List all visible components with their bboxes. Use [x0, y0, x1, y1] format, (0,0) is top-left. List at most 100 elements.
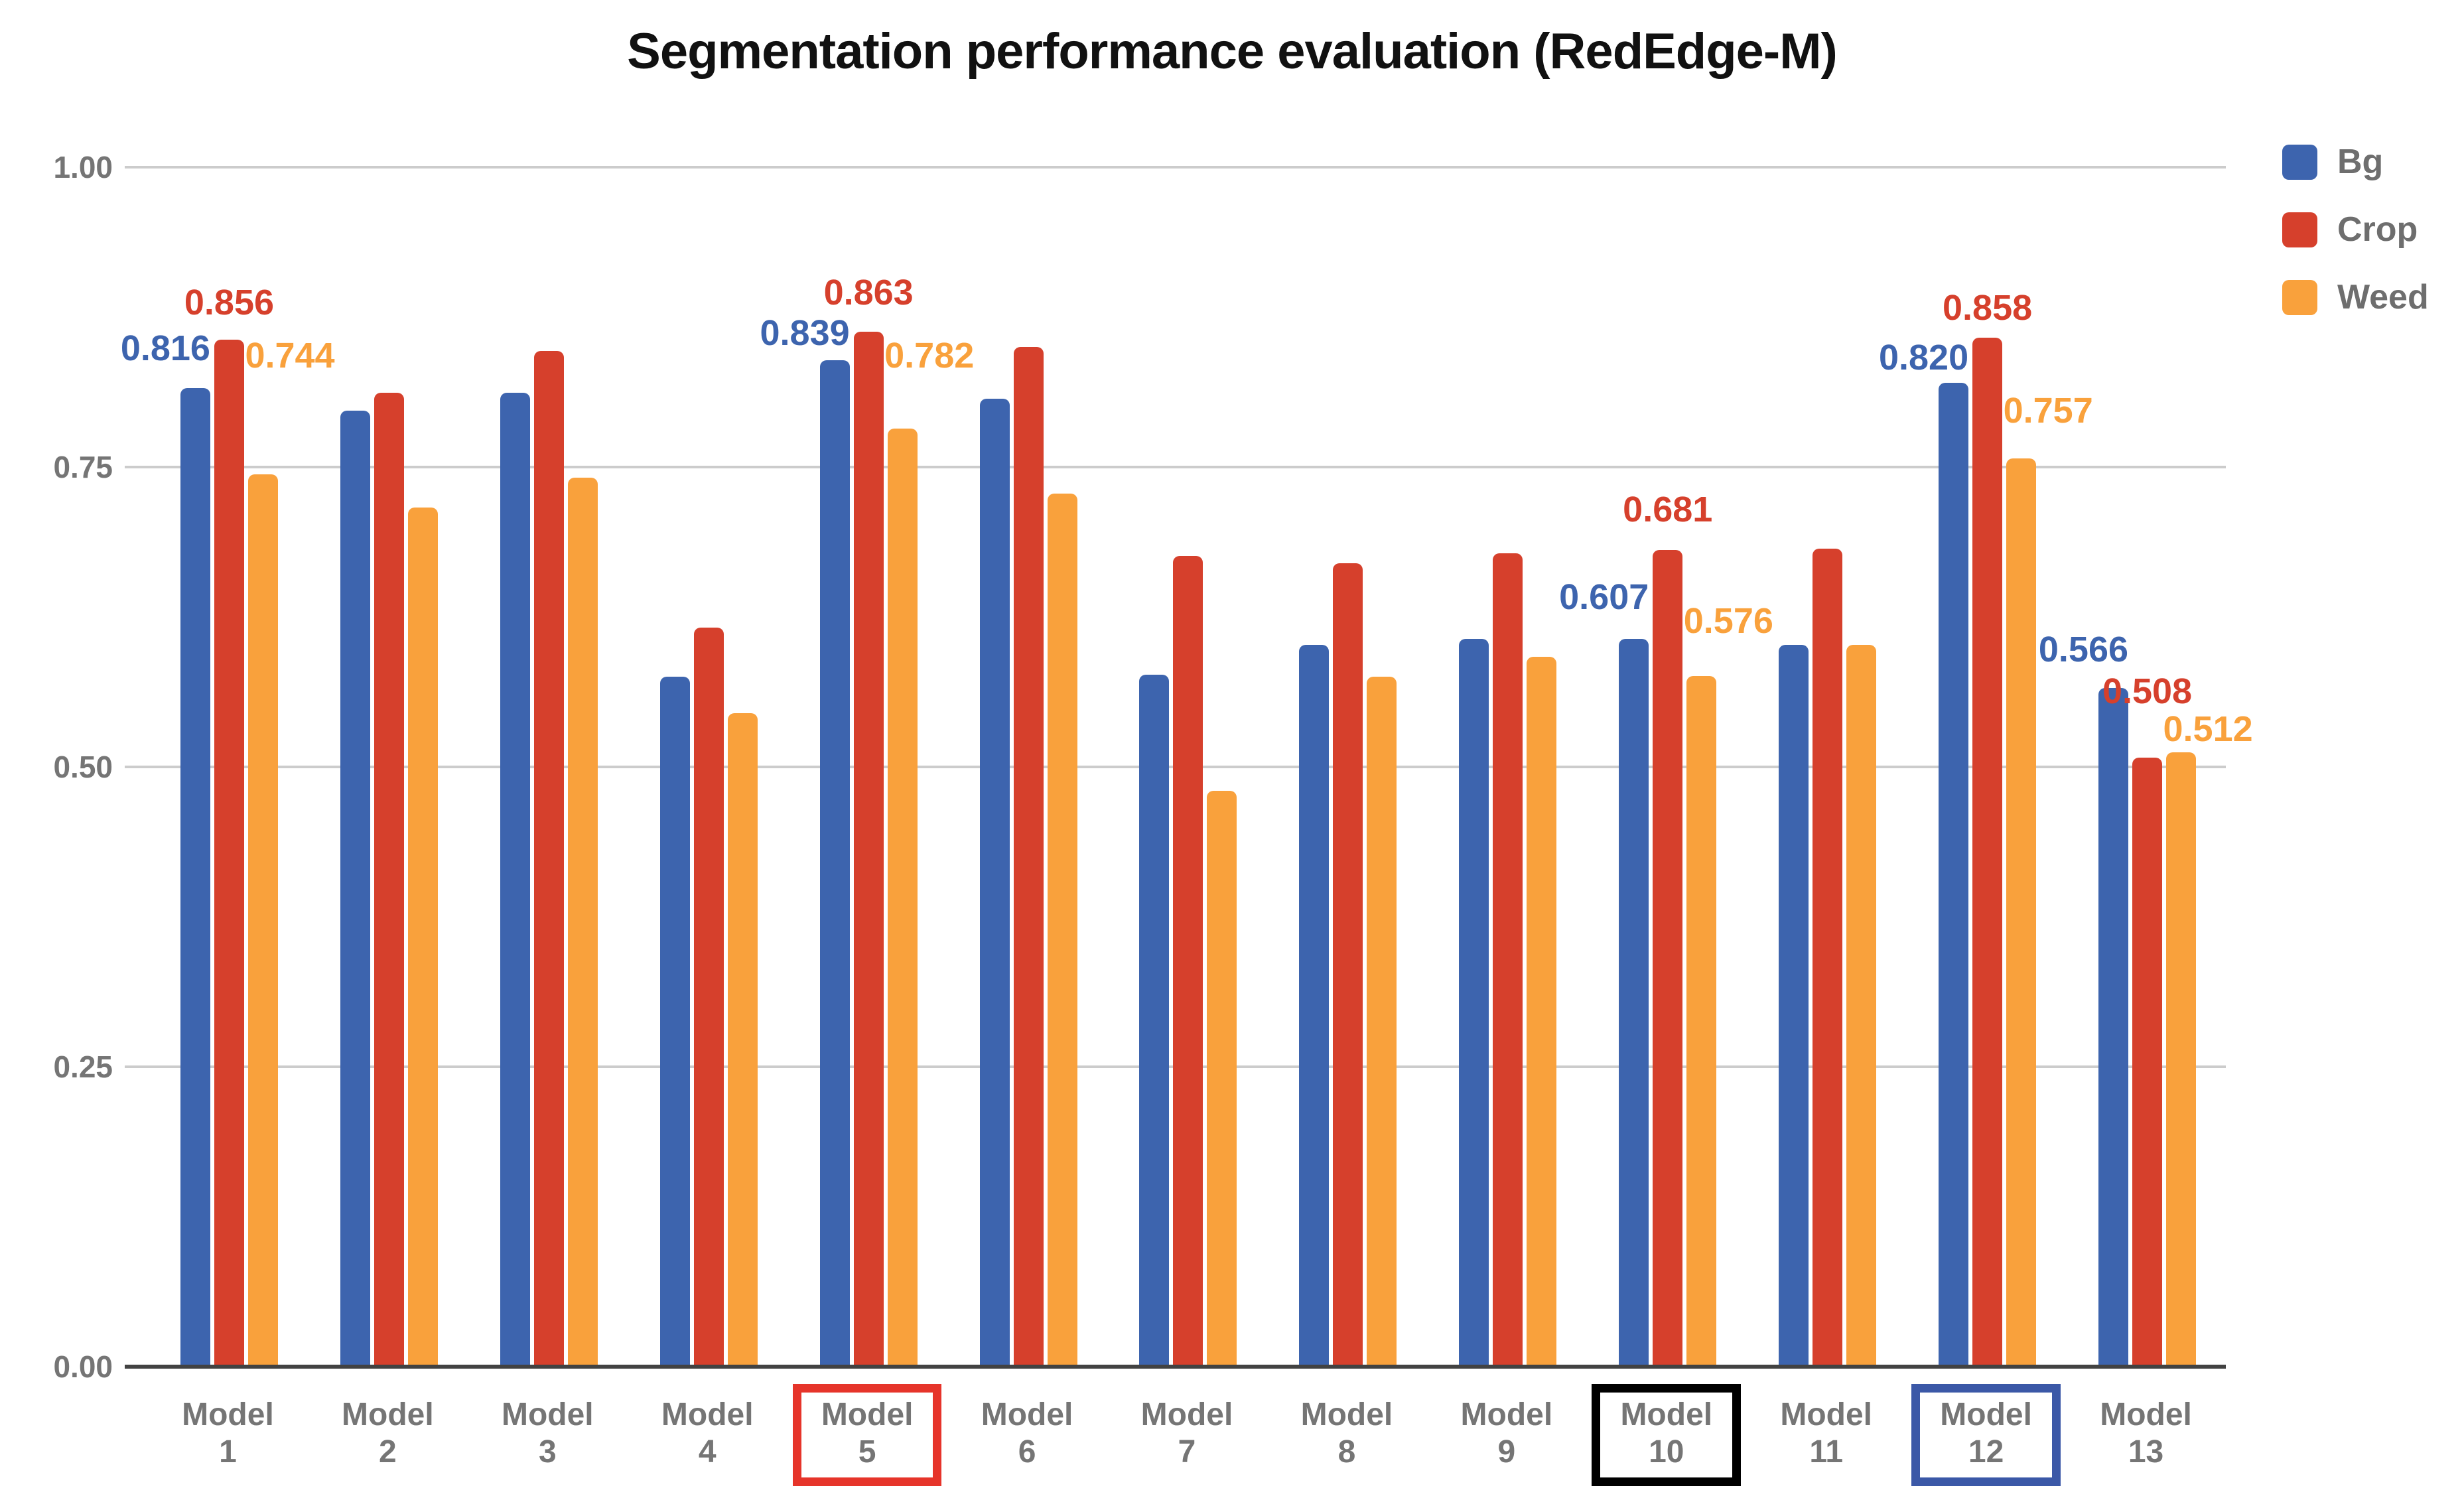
- bar-group-model-13: 0.566 0.508 0.512: [2039, 167, 2253, 1367]
- gridline-0.75: [125, 466, 2226, 468]
- x-label-model-7: Model 7: [1054, 1384, 1320, 1486]
- x-label-model-1: Model 1: [95, 1384, 360, 1486]
- legend-swatch-bg: [2282, 144, 2317, 180]
- bar-groups: 0.816 0.856 0.744 0.839 0.863 0.782 0.607 0.681…: [121, 167, 2253, 1367]
- data-label-weed-model-13: 0.512: [2163, 709, 2253, 750]
- x-label-line1: Model: [981, 1397, 1073, 1432]
- bar-bg-model-4: [659, 677, 690, 1367]
- x-label-line2: 11: [1809, 1434, 1844, 1469]
- bar-weed-model-5: [887, 429, 918, 1367]
- bar-crop-model-5: [853, 331, 884, 1367]
- x-label-line1: Model: [1940, 1397, 2032, 1432]
- data-label-bg-model-12: 0.820: [1878, 338, 1969, 378]
- bar-group-model-6: [947, 167, 1107, 1367]
- x-label-line1: Model: [2100, 1397, 2192, 1432]
- bar-weed-model-13: [2166, 752, 2197, 1367]
- bar-crop-model-6: [1013, 347, 1044, 1367]
- bar-weed-model-12: [2006, 458, 2037, 1367]
- highlight-box-model-10: Model 10: [1592, 1384, 1742, 1486]
- bar-bg-model-11: [1779, 644, 1809, 1367]
- bar-bg-model-12: [1939, 383, 1969, 1367]
- bar-weed-model-1: [247, 474, 278, 1367]
- bar-bg-model-6: [979, 398, 1010, 1367]
- data-label-weed-model-1: 0.744: [245, 335, 335, 376]
- legend-item-bg: Bg: [2282, 142, 2429, 182]
- x-label-text: Model 8: [1272, 1384, 1422, 1486]
- x-label-line2: 9: [1497, 1434, 1516, 1469]
- x-label-line1: Model: [1780, 1397, 1873, 1432]
- y-tick-label: 0.00: [53, 1349, 113, 1384]
- bar-bg-model-1: [180, 387, 210, 1367]
- x-label-model-11: Model 11: [1694, 1384, 1959, 1486]
- bar-group-model-2: [308, 167, 468, 1367]
- data-label-bg-model-5: 0.839: [760, 313, 850, 354]
- x-label-model-3: Model 3: [415, 1384, 680, 1486]
- data-label-crop-model-10: 0.681: [1623, 489, 1713, 529]
- x-label-model-6: Model 6: [894, 1384, 1160, 1486]
- data-label-crop-model-13: 0.508: [2102, 671, 2193, 711]
- x-label-model-12: Model 12: [1854, 1384, 2119, 1486]
- x-label-line1: Model: [1620, 1397, 1713, 1432]
- x-label-line2: 8: [1337, 1434, 1356, 1469]
- data-label-crop-model-1: 0.856: [184, 283, 275, 323]
- bar-group-model-1: 0.816 0.856 0.744: [121, 167, 335, 1367]
- data-label-weed-model-12: 0.757: [2003, 391, 2093, 431]
- legend-item-weed: Weed: [2282, 277, 2429, 317]
- x-label-line2: 5: [858, 1434, 876, 1469]
- x-label-line2: 10: [1649, 1434, 1684, 1469]
- data-label-crop-model-12: 0.858: [1943, 287, 2033, 328]
- x-label-text: Model 7: [1113, 1384, 1262, 1486]
- y-tick-label: 0.25: [53, 1050, 113, 1084]
- bar-weed-model-4: [727, 713, 758, 1367]
- bar-crop-model-7: [1173, 555, 1203, 1367]
- y-tick-label: 0.50: [53, 750, 113, 784]
- bar-bg-model-10: [1619, 638, 1649, 1367]
- bar-crop-model-1: [214, 340, 244, 1367]
- bar-crop-model-11: [1813, 548, 1843, 1367]
- bar-weed-model-8: [1367, 677, 1397, 1367]
- x-label-model-13: Model 13: [2014, 1384, 2279, 1486]
- x-label-line2: 12: [1968, 1434, 2004, 1469]
- x-label-text: Model 2: [313, 1384, 462, 1486]
- legend-label-weed: Weed: [2337, 278, 2429, 316]
- highlight-box-model-12: Model 12: [1911, 1384, 2061, 1486]
- x-label-text: Model 9: [1432, 1384, 1582, 1486]
- data-label-weed-model-5: 0.782: [884, 336, 975, 376]
- x-label-text: Model 3: [473, 1384, 622, 1486]
- x-label-line2: 4: [698, 1434, 717, 1469]
- x-label-line1: Model: [661, 1397, 754, 1432]
- x-label-model-5: Model 5: [734, 1384, 1000, 1486]
- x-label-line1: Model: [501, 1397, 594, 1432]
- data-label-weed-model-10: 0.576: [1683, 600, 1773, 641]
- bar-weed-model-10: [1686, 675, 1717, 1367]
- x-label-text: Model 6: [953, 1384, 1102, 1486]
- bar-crop-model-3: [533, 350, 564, 1367]
- bar-bg-model-13: [2098, 687, 2129, 1367]
- x-label-line1: Model: [821, 1397, 914, 1432]
- legend-item-crop: Crop: [2282, 210, 2429, 249]
- x-label-line2: 3: [538, 1434, 557, 1469]
- x-label-model-8: Model 8: [1214, 1384, 1479, 1486]
- bar-crop-model-8: [1333, 563, 1363, 1367]
- bar-bg-model-9: [1459, 638, 1489, 1367]
- bar-crop-model-13: [2132, 757, 2163, 1367]
- x-label-model-4: Model 4: [575, 1384, 840, 1486]
- x-label-line2: 1: [219, 1434, 237, 1469]
- plot-area: 0.816 0.856 0.744 0.839 0.863 0.782 0.607 0.681…: [121, 166, 2253, 1369]
- bar-bg-model-3: [500, 392, 530, 1367]
- bar-weed-model-3: [567, 478, 598, 1367]
- bar-weed-model-11: [1846, 644, 1877, 1367]
- bar-bg-model-7: [1139, 674, 1170, 1367]
- bar-bg-model-8: [1299, 644, 1330, 1367]
- bar-crop-model-10: [1653, 549, 1683, 1367]
- data-label-bg-model-1: 0.816: [120, 328, 210, 368]
- x-label-model-2: Model 2: [255, 1384, 520, 1486]
- chart-title: Segmentation performance evaluation (Red…: [627, 23, 1838, 80]
- y-tick-label: 1.00: [53, 150, 113, 184]
- x-label-line1: Model: [342, 1397, 434, 1432]
- x-label-line1: Model: [1460, 1397, 1553, 1432]
- data-label-crop-model-5: 0.863: [823, 272, 914, 312]
- bar-weed-model-2: [407, 508, 438, 1367]
- bar-weed-model-7: [1207, 791, 1237, 1367]
- x-axis-baseline: [125, 1365, 2226, 1369]
